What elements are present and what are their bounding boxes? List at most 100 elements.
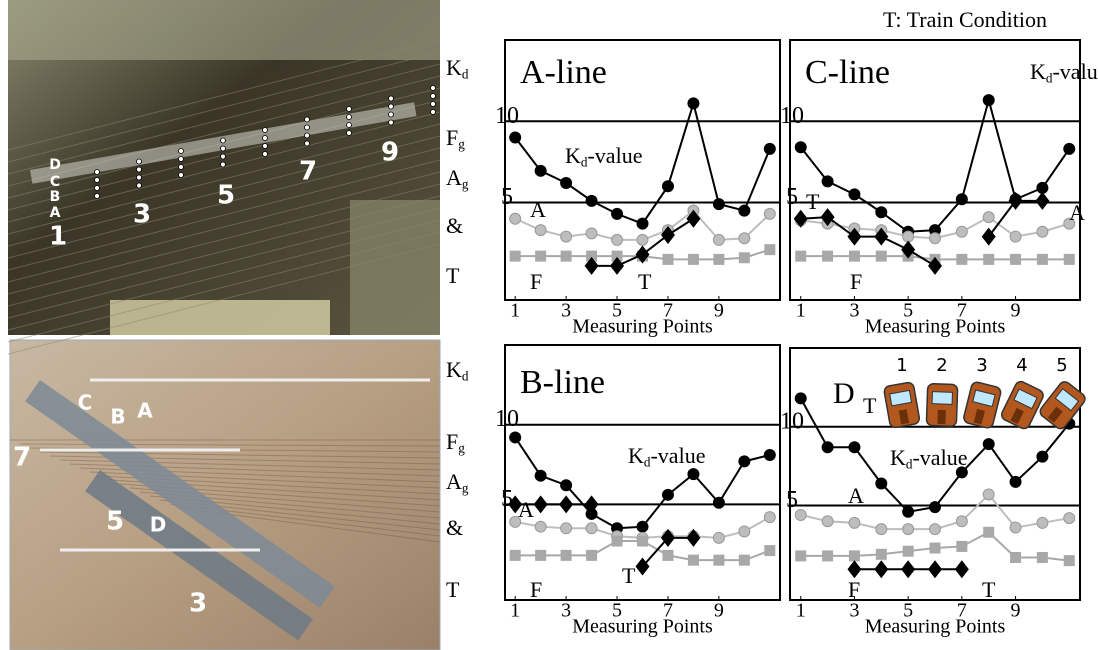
point xyxy=(983,254,994,265)
side-label-main: F xyxy=(446,125,458,150)
photo-label: 1 xyxy=(49,222,67,252)
point xyxy=(822,442,833,453)
measure-dot xyxy=(263,136,268,141)
side-label-sub: g xyxy=(462,177,469,192)
point xyxy=(1037,517,1048,528)
y-tick-label: 10 xyxy=(495,406,519,432)
point xyxy=(822,176,833,187)
side-label-sub: d xyxy=(462,67,469,82)
point xyxy=(849,189,860,200)
y-tick-label: 5 xyxy=(501,184,513,210)
x-tick-label: 9 xyxy=(714,300,724,322)
measure-dot xyxy=(137,167,142,172)
point xyxy=(686,529,700,547)
side-label-main: A xyxy=(446,165,462,190)
point xyxy=(739,233,750,244)
measure-dot xyxy=(305,133,310,138)
point xyxy=(874,560,888,578)
point xyxy=(535,470,546,481)
photo-label: A xyxy=(137,399,153,423)
side-label: T xyxy=(446,577,460,602)
point xyxy=(876,549,887,560)
point xyxy=(1037,552,1048,563)
x-tick-label: 3 xyxy=(849,300,859,322)
point xyxy=(739,205,750,216)
measure-dot xyxy=(137,175,142,180)
point xyxy=(795,509,806,520)
point xyxy=(983,439,994,450)
point xyxy=(510,251,521,262)
point xyxy=(764,143,775,154)
chart-title: D xyxy=(833,377,855,410)
x-tick-label: 1 xyxy=(796,300,806,322)
point xyxy=(956,541,967,552)
point xyxy=(637,536,648,547)
measure-dot xyxy=(305,117,310,122)
photo-label: 7 xyxy=(13,443,31,473)
y-tick-label: 5 xyxy=(786,184,798,210)
point xyxy=(928,560,942,578)
point xyxy=(764,244,775,255)
train-icon xyxy=(963,381,1002,429)
photo-label: A xyxy=(50,205,61,221)
point xyxy=(561,480,572,491)
point xyxy=(688,469,699,480)
photo-label: 3 xyxy=(189,589,207,619)
series-label-suffix: -value xyxy=(650,443,705,468)
side-label-sub: g xyxy=(458,137,465,152)
series-label: T xyxy=(638,269,652,294)
series-label-main: T xyxy=(982,577,996,602)
side-label-main: T xyxy=(446,577,460,602)
measure-dot xyxy=(179,165,184,170)
series-label-main: A xyxy=(1069,200,1085,225)
x-tick-label: 3 xyxy=(561,300,571,322)
series-label: A xyxy=(530,197,546,222)
point xyxy=(849,550,860,561)
point xyxy=(586,228,597,239)
series-label-suffix: -value xyxy=(1052,59,1098,84)
measure-dot xyxy=(263,128,268,133)
point xyxy=(510,213,521,224)
measure-dot xyxy=(431,94,436,99)
point xyxy=(612,208,623,219)
measure-dot xyxy=(431,102,436,107)
point xyxy=(561,550,572,561)
train-body xyxy=(1000,380,1045,431)
measure-dot xyxy=(431,110,436,115)
point xyxy=(956,226,967,237)
point xyxy=(822,516,833,527)
point xyxy=(1010,552,1021,563)
point xyxy=(713,497,724,508)
series-label: A xyxy=(848,483,864,508)
measure-dot xyxy=(95,194,100,199)
point xyxy=(535,521,546,532)
point xyxy=(688,98,699,109)
x-axis-label: Measuring Points xyxy=(865,316,1006,338)
series-label-main: T xyxy=(806,189,820,214)
side-label-main: & xyxy=(446,515,463,540)
train-number: 5 xyxy=(1056,355,1067,376)
point xyxy=(876,478,887,489)
measure-dot xyxy=(347,115,352,120)
series-label-main: K xyxy=(890,445,906,470)
series-line xyxy=(801,217,935,266)
series-label: A xyxy=(518,497,534,522)
measure-dot xyxy=(179,173,184,178)
train-icon xyxy=(926,383,957,426)
photo-label: 3 xyxy=(133,200,151,230)
y-tick-label: 10 xyxy=(780,103,804,129)
side-label-main: K xyxy=(446,357,462,382)
point xyxy=(637,521,648,532)
point xyxy=(739,456,750,467)
point xyxy=(795,393,806,404)
point xyxy=(637,234,648,245)
point xyxy=(956,254,967,265)
point xyxy=(688,555,699,566)
point xyxy=(1010,522,1021,533)
side-label-main: & xyxy=(446,213,463,238)
measure-dot xyxy=(347,131,352,136)
series-label-main: K xyxy=(1030,59,1046,84)
side-label: & xyxy=(446,515,463,540)
series-label-suffix: -value xyxy=(587,143,642,168)
point xyxy=(1064,254,1075,265)
